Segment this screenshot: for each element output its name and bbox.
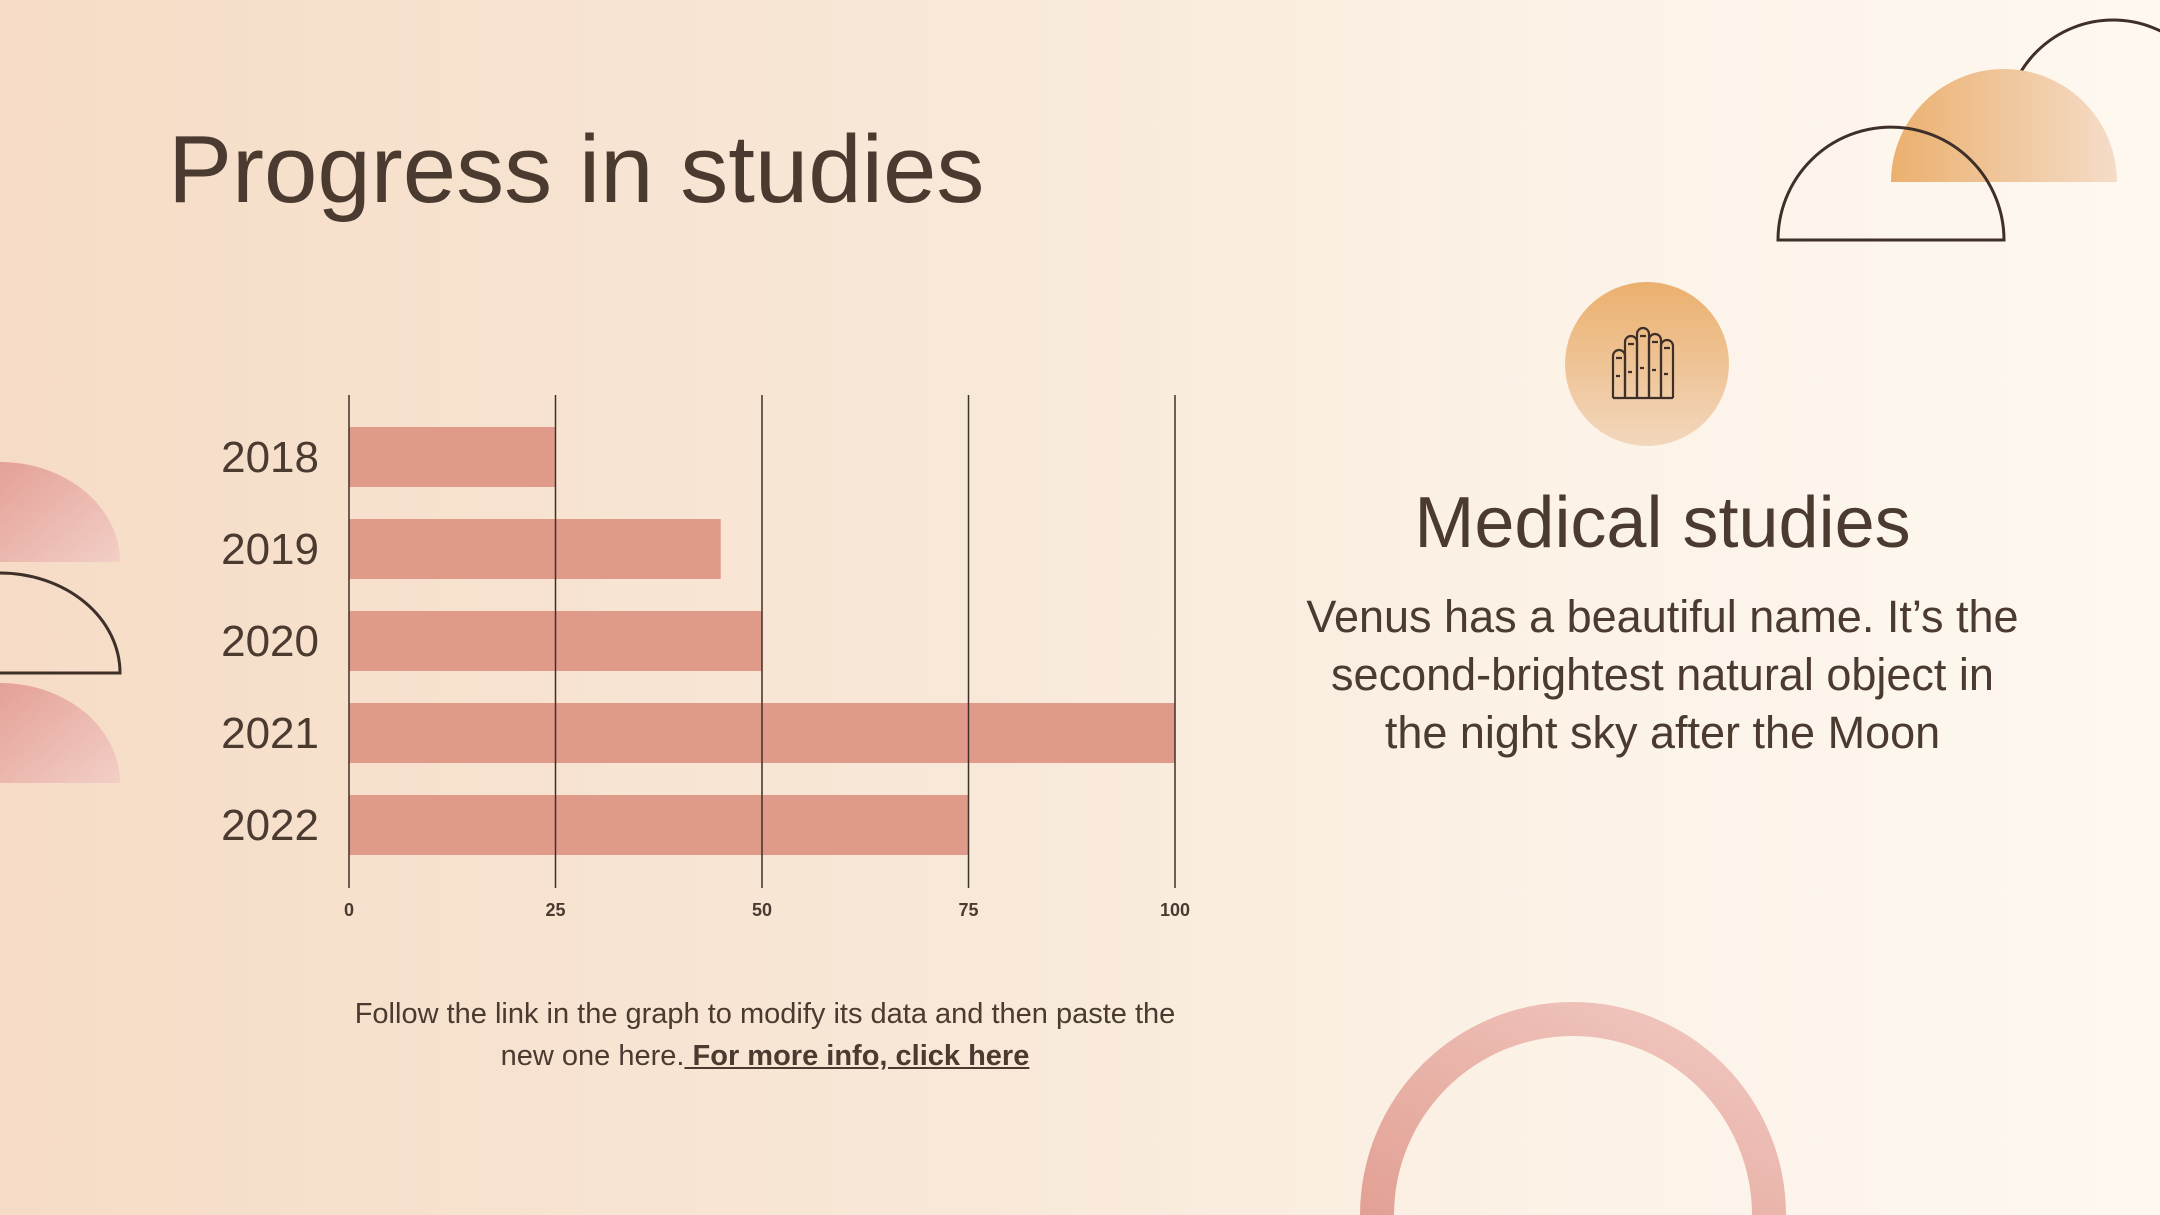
outline-semicircle-mid [1776, 125, 2006, 242]
tick-label-0: 0 [344, 900, 354, 920]
bar-2022 [349, 795, 969, 855]
category-label-2021: 2021 [221, 709, 319, 758]
bar-chart: 2018 2019 2020 2021 2022 0 25 50 75 100 [221, 395, 1190, 920]
chart-note: Follow the link in the graph to modify i… [330, 993, 1200, 1077]
category-label-2018: 2018 [221, 433, 319, 482]
chart-note-text: Follow the link in the graph to modify i… [354, 998, 1176, 1072]
tick-label-25: 25 [545, 900, 565, 920]
orange-semicircle [1891, 69, 2117, 182]
category-label-2019: 2019 [221, 525, 319, 574]
tick-label-75: 75 [958, 900, 978, 920]
hand-icon [1611, 326, 1675, 400]
side-heading: Medical studies [1414, 483, 1911, 563]
side-description: Venus has a beautiful name. It’s the sec… [1306, 591, 2019, 758]
icon-circle [1565, 282, 1729, 446]
bar-2019 [349, 519, 721, 579]
pink-ring-bottom [1360, 1002, 1786, 1215]
category-label-2020: 2020 [221, 617, 319, 666]
slide-title: Progress in studies [168, 116, 985, 223]
tick-label-50: 50 [752, 900, 772, 920]
outline-half-disc-left [0, 571, 122, 675]
pink-half-disc-upper [0, 462, 120, 562]
more-info-link[interactable]: For more info, click here [684, 1040, 1030, 1072]
bar-2018 [349, 427, 556, 487]
pink-half-disc-lower [0, 683, 120, 783]
tick-label-100: 100 [1160, 900, 1190, 920]
category-label-2022: 2022 [221, 801, 319, 850]
